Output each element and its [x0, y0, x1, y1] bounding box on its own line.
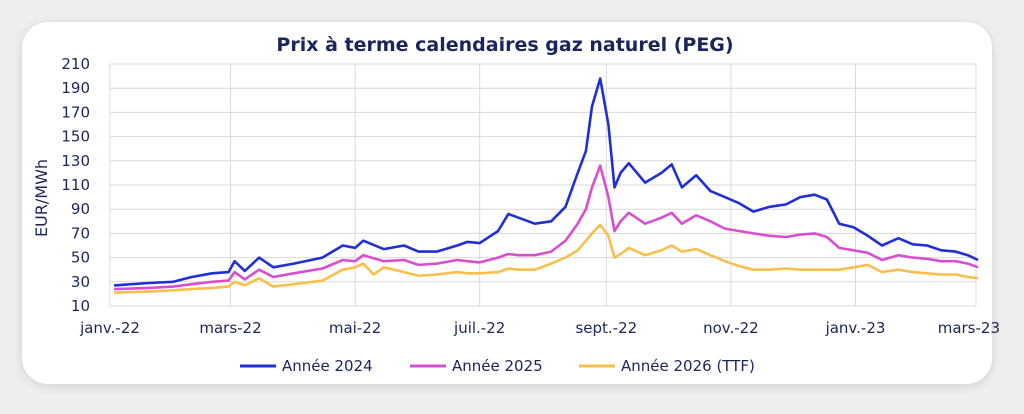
- x-tick-label: nov.-22: [703, 319, 759, 337]
- y-tick-label: 170: [61, 103, 90, 121]
- y-tick-label: 130: [61, 152, 90, 170]
- y-tick-label: 150: [61, 128, 90, 146]
- chart-card: [22, 22, 992, 384]
- y-tick-label: 90: [71, 200, 90, 218]
- y-axis-label: EUR/MWh: [32, 159, 51, 237]
- legend-label-2: Année 2025: [452, 357, 543, 375]
- series-line-2: [114, 164, 979, 291]
- legend-label-3: Année 2026 (TTF): [621, 357, 755, 375]
- y-tick-label: 190: [61, 79, 90, 97]
- x-tick-label: mars-22: [199, 319, 261, 337]
- series-line-1: [114, 77, 979, 287]
- legend-label-1: Année 2024: [282, 357, 373, 375]
- x-tick-label: janv.-23: [825, 319, 886, 337]
- chart-title: Prix à terme calendaires gaz naturel (PE…: [276, 34, 733, 56]
- y-tick-label: 210: [61, 55, 90, 73]
- series-line-3: [114, 223, 979, 294]
- x-tick-label: mai-22: [329, 319, 381, 337]
- x-tick-label: juil.-22: [453, 319, 505, 337]
- x-tick-label: janv.-22: [79, 319, 140, 337]
- x-tick-label: mars-23: [938, 319, 1000, 337]
- y-tick-label: 110: [61, 176, 90, 194]
- y-axis-ticks: 10 30 50 70 90 110 130 150 170 190 210: [61, 55, 90, 315]
- x-axis-ticks: janv.-22 mars-22 mai-22 juil.-22 sept.-22 nov…: [79, 319, 1000, 337]
- series-lines: [114, 77, 979, 294]
- y-tick-label: 70: [71, 224, 90, 242]
- y-tick-label: 30: [71, 273, 90, 291]
- legend: Année 2024 Année 2025 Année 2026 (TTF): [240, 357, 755, 375]
- y-tick-label: 10: [71, 297, 90, 315]
- x-tick-label: sept.-22: [575, 319, 637, 337]
- gridlines: [109, 63, 977, 307]
- y-tick-label: 50: [71, 249, 90, 267]
